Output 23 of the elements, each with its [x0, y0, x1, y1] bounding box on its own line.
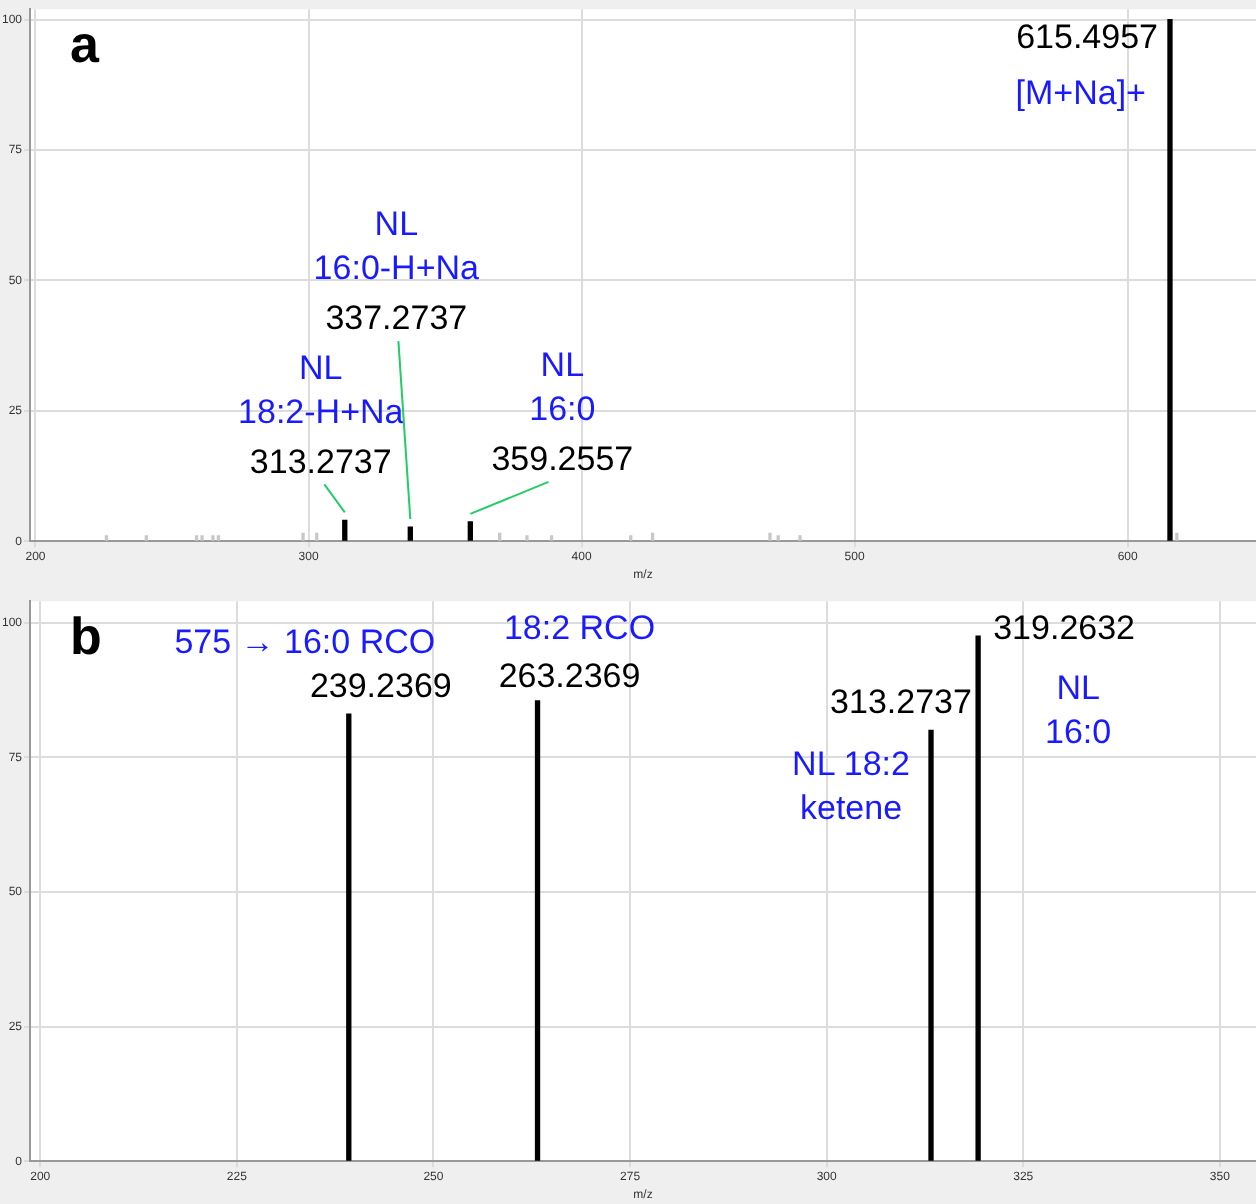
- annotation: [M+Na]+: [1015, 74, 1147, 113]
- bar: [1167, 18, 1173, 541]
- annotation: 319.2632: [993, 608, 1136, 647]
- annotation: 18:2 RCO: [503, 609, 656, 648]
- bar: [342, 519, 348, 541]
- annotation: NL 16:0-H+Na 337.2737: [313, 205, 481, 338]
- annotation: NL 16:0: [1045, 668, 1112, 751]
- chart-title: a: [70, 13, 101, 74]
- bar: [346, 713, 352, 1161]
- bar: [975, 635, 981, 1161]
- annotation: NL 16:0 359.2557: [491, 346, 634, 479]
- bar: [407, 526, 413, 541]
- annotation: 575 → 16:0 RCO: [174, 622, 436, 661]
- bar: [467, 521, 473, 541]
- bar: [928, 729, 934, 1161]
- annotation: 263.2369: [498, 657, 641, 696]
- annotation: 239.2369: [309, 666, 452, 705]
- annotation: NL 18:2-H+Na 313.2737: [238, 348, 405, 481]
- annotation: NL 18:2 ketene: [792, 744, 910, 827]
- chart-title: b: [70, 605, 102, 666]
- annotation: 313.2737: [830, 682, 972, 721]
- annotation: 615.4957: [1016, 18, 1158, 57]
- bar: [534, 700, 541, 1161]
